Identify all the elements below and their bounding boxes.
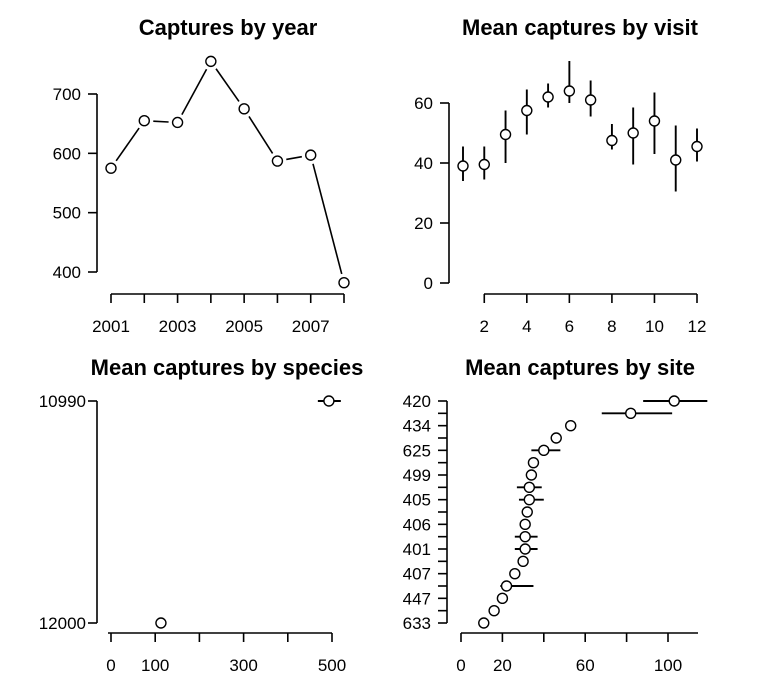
panel-mean-captures-by-visit: Mean captures by visit 0 20 40 60 2 4 6 8 10 12 — [414, 15, 706, 336]
x-tick-label: 2001 — [92, 317, 130, 336]
data-point — [499, 128, 512, 141]
data-point — [527, 456, 540, 469]
chart-title-site: Mean captures by site — [465, 355, 695, 380]
y-tick-label: 625 — [403, 441, 431, 460]
data-point — [648, 115, 661, 127]
x-tick-label: 2005 — [225, 317, 263, 336]
y-tick-label: 400 — [53, 263, 81, 282]
y-tick-label: 434 — [403, 417, 431, 436]
data-point — [606, 134, 618, 147]
data-point — [584, 94, 597, 106]
data-point — [538, 444, 550, 457]
x-tick-label: 500 — [318, 656, 346, 675]
data-point — [627, 127, 639, 139]
x-tick-label: 8 — [607, 317, 616, 336]
y-tick-label: 20 — [414, 214, 433, 233]
y-tick-label: 405 — [403, 491, 431, 510]
x-tick-label: 100 — [141, 656, 169, 675]
y-tick-label: 60 — [414, 94, 433, 113]
data-point — [488, 604, 500, 617]
data-point — [523, 493, 536, 506]
y-tick-label: 499 — [403, 466, 431, 485]
x-tick-label: 100 — [654, 656, 682, 675]
data-point — [542, 91, 554, 103]
y-tick-label: 40 — [414, 154, 433, 173]
data-point — [238, 103, 250, 115]
x-tick-label: 0 — [106, 656, 115, 675]
data-point — [138, 114, 150, 127]
data-point — [525, 469, 538, 481]
data-point — [509, 567, 521, 580]
panel-mean-captures-by-site: Mean captures by site 420 434 625 499 405 406… — [403, 355, 708, 675]
panel-captures-by-year: Captures by year 400 500 600 700 2001 2003 200… — [53, 15, 350, 336]
data-point — [521, 506, 533, 518]
x-tick-label: 6 — [565, 317, 574, 336]
y-tick-label: 10990 — [39, 392, 86, 411]
series-segment — [153, 120, 169, 123]
y-tick-label: 0 — [424, 274, 433, 293]
series-segment — [286, 155, 302, 161]
y-tick-label: 407 — [403, 565, 431, 584]
data-point — [563, 85, 576, 97]
series-segment — [115, 127, 140, 162]
chart-title-visit: Mean captures by visit — [462, 15, 699, 40]
data-point — [500, 580, 513, 592]
x-tick-label: 2007 — [292, 317, 330, 336]
data-point — [670, 154, 682, 166]
data-point — [565, 419, 577, 432]
series-segment — [248, 115, 274, 154]
y-tick-label: 447 — [403, 589, 431, 608]
data-point — [457, 160, 469, 172]
series-segment — [181, 68, 208, 115]
data-point — [105, 162, 117, 174]
data-point — [155, 617, 167, 629]
data-point — [478, 158, 490, 171]
y-tick-label: 700 — [53, 85, 81, 104]
data-point — [550, 432, 562, 444]
x-tick-label: 300 — [229, 656, 257, 675]
x-tick-label: 10 — [645, 317, 664, 336]
series-segment — [312, 163, 343, 275]
x-tick-label: 12 — [688, 317, 707, 336]
data-point — [478, 617, 490, 629]
x-tick-label: 2003 — [159, 317, 197, 336]
y-tick-label: 633 — [403, 614, 431, 633]
data-point — [271, 155, 284, 167]
y-tick-label: 420 — [403, 392, 431, 411]
chart-title-species: Mean captures by species — [91, 355, 364, 380]
data-point — [521, 104, 533, 117]
y-tick-label: 600 — [53, 144, 81, 163]
data-point — [305, 149, 317, 161]
data-point — [323, 395, 335, 407]
data-point — [519, 518, 531, 531]
x-tick-label: 2 — [480, 317, 489, 336]
series-segment — [215, 68, 240, 102]
data-point — [496, 592, 509, 605]
data-point — [171, 116, 184, 129]
data-point — [338, 276, 350, 289]
data-point — [523, 481, 536, 494]
x-tick-label: 20 — [493, 656, 512, 675]
data-point — [668, 395, 680, 407]
chart-title-year: Captures by year — [139, 15, 318, 40]
y-tick-label: 401 — [403, 540, 431, 559]
data-point — [691, 140, 703, 153]
data-point — [517, 555, 529, 568]
data-point — [625, 407, 637, 420]
y-tick-label: 500 — [53, 204, 81, 223]
x-tick-label: 60 — [576, 656, 595, 675]
x-tick-label: 0 — [456, 656, 465, 675]
x-tick-label: 4 — [522, 317, 531, 336]
data-point — [519, 530, 531, 543]
panel-mean-captures-by-species: Mean captures by species 10990 12000 0 100 3… — [39, 355, 364, 675]
data-point — [205, 55, 217, 68]
y-tick-label: 12000 — [39, 614, 86, 633]
y-tick-label: 406 — [403, 515, 431, 534]
data-point — [519, 543, 531, 555]
